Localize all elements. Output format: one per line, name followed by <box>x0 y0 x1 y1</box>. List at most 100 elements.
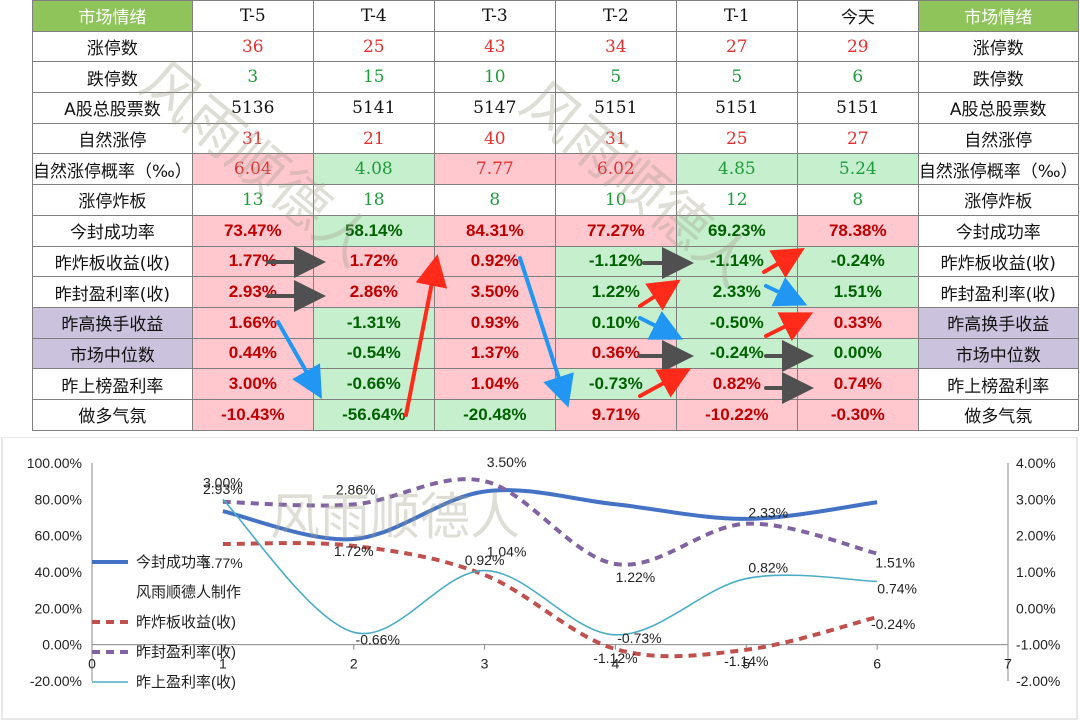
data-cell[interactable]: 5141 <box>312 92 435 124</box>
data-cell[interactable]: -56.64% <box>312 398 435 431</box>
data-cell[interactable]: 27 <box>796 122 919 155</box>
data-cell[interactable]: 0.44% <box>191 337 314 370</box>
data-cell[interactable]: 0.00% <box>796 337 919 370</box>
data-cell[interactable]: 1.51% <box>796 276 919 308</box>
data-cell[interactable]: 0.92% <box>433 245 556 278</box>
data-cell[interactable]: 31 <box>554 122 677 155</box>
data-cell[interactable]: 5151 <box>675 92 798 124</box>
data-cell[interactable]: 84.31% <box>433 214 556 247</box>
data-cell[interactable]: 0.82% <box>675 368 798 400</box>
data-cell[interactable]: 3.00% <box>191 368 314 400</box>
data-cell[interactable]: -0.24% <box>796 245 919 278</box>
data-cell[interactable]: 5 <box>554 61 677 94</box>
data-cell[interactable]: 5 <box>675 61 798 94</box>
data-cell[interactable]: 6.04 <box>191 153 314 186</box>
column-header[interactable]: T-3 <box>433 0 556 32</box>
row-label-right[interactable]: 昨高换手收益 <box>917 306 1079 339</box>
data-cell[interactable]: 15 <box>312 61 435 94</box>
data-cell[interactable]: 12 <box>675 184 798 216</box>
column-header[interactable]: T-2 <box>554 0 677 32</box>
data-cell[interactable]: 1.04% <box>433 368 556 400</box>
data-cell[interactable]: -0.54% <box>312 337 435 370</box>
row-label-right[interactable]: A股总股票数 <box>917 92 1079 124</box>
data-cell[interactable]: 4.08 <box>312 153 435 186</box>
data-cell[interactable]: -0.30% <box>796 398 919 431</box>
data-cell[interactable]: 2.93% <box>191 276 314 308</box>
row-label[interactable]: 涨停炸板 <box>32 184 193 216</box>
row-label-right[interactable]: 昨炸板收益(收) <box>917 245 1079 278</box>
data-cell[interactable]: 2.86% <box>312 276 435 308</box>
header-cell-right[interactable]: 市场情绪 <box>917 0 1079 32</box>
data-cell[interactable]: -0.50% <box>675 306 798 339</box>
row-label[interactable]: 做多气氛 <box>32 398 193 431</box>
row-label[interactable]: 自然涨停 <box>32 122 193 155</box>
data-cell[interactable]: -0.24% <box>675 337 798 370</box>
data-cell[interactable]: 36 <box>191 30 314 63</box>
row-label[interactable]: 涨停数 <box>32 30 193 63</box>
data-cell[interactable]: 58.14% <box>312 214 435 247</box>
data-cell[interactable]: -0.73% <box>554 368 677 400</box>
row-label-right[interactable]: 自然涨停概率（‰） <box>917 153 1079 186</box>
data-cell[interactable]: 13 <box>191 184 314 216</box>
data-cell[interactable]: 9.71% <box>554 398 677 431</box>
data-cell[interactable]: 21 <box>312 122 435 155</box>
column-header[interactable]: T-5 <box>191 0 314 32</box>
header-cell-left[interactable]: 市场情绪 <box>32 0 193 32</box>
data-cell[interactable]: 25 <box>675 122 798 155</box>
row-label[interactable]: 昨封盈利率(收) <box>32 276 193 308</box>
data-cell[interactable]: 0.33% <box>796 306 919 339</box>
data-cell[interactable]: 0.93% <box>433 306 556 339</box>
data-cell[interactable]: 25 <box>312 30 435 63</box>
row-label[interactable]: 市场中位数 <box>32 337 193 370</box>
data-cell[interactable]: 69.23% <box>675 214 798 247</box>
data-cell[interactable]: 77.27% <box>554 214 677 247</box>
data-cell[interactable]: 31 <box>191 122 314 155</box>
row-label[interactable]: 昨高换手收益 <box>32 306 193 339</box>
data-cell[interactable]: 10 <box>433 61 556 94</box>
data-cell[interactable]: 5.24 <box>796 153 919 186</box>
row-label[interactable]: 昨炸板收益(收) <box>32 245 193 278</box>
row-label-right[interactable]: 自然涨停 <box>917 122 1079 155</box>
column-header[interactable]: 今天 <box>796 0 919 32</box>
data-cell[interactable]: 0.74% <box>796 368 919 400</box>
row-label-right[interactable]: 昨封盈利率(收) <box>917 276 1079 308</box>
data-cell[interactable]: 5151 <box>554 92 677 124</box>
data-cell[interactable]: 1.37% <box>433 337 556 370</box>
row-label-right[interactable]: 涨停数 <box>917 30 1079 63</box>
data-cell[interactable]: 1.22% <box>554 276 677 308</box>
data-cell[interactable]: 29 <box>796 30 919 63</box>
data-cell[interactable]: 0.10% <box>554 306 677 339</box>
data-cell[interactable]: 27 <box>675 30 798 63</box>
row-label-right[interactable]: 昨上榜盈利率 <box>917 368 1079 400</box>
row-label[interactable]: 今封成功率 <box>32 214 193 247</box>
data-cell[interactable]: 6.02 <box>554 153 677 186</box>
row-label-right[interactable]: 跌停数 <box>917 61 1079 94</box>
data-cell[interactable]: 40 <box>433 122 556 155</box>
data-cell[interactable]: -10.43% <box>191 398 314 431</box>
row-label[interactable]: 昨上榜盈利率 <box>32 368 193 400</box>
data-cell[interactable]: 6 <box>796 61 919 94</box>
data-cell[interactable]: 5151 <box>796 92 919 124</box>
column-header[interactable]: T-1 <box>675 0 798 32</box>
data-cell[interactable]: 78.38% <box>796 214 919 247</box>
row-label[interactable]: 跌停数 <box>32 61 193 94</box>
data-cell[interactable]: 3 <box>191 61 314 94</box>
data-cell[interactable]: 10 <box>554 184 677 216</box>
data-cell[interactable]: 43 <box>433 30 556 63</box>
column-header[interactable]: T-4 <box>312 0 435 32</box>
data-cell[interactable]: -10.22% <box>675 398 798 431</box>
data-cell[interactable]: -1.31% <box>312 306 435 339</box>
row-label-right[interactable]: 涨停炸板 <box>917 184 1079 216</box>
row-label[interactable]: A股总股票数 <box>32 92 193 124</box>
data-cell[interactable]: 4.85 <box>675 153 798 186</box>
data-cell[interactable]: -0.66% <box>312 368 435 400</box>
data-cell[interactable]: 1.77% <box>191 245 314 278</box>
data-cell[interactable]: 5147 <box>433 92 556 124</box>
data-cell[interactable]: 3.50% <box>433 276 556 308</box>
data-cell[interactable]: 5136 <box>191 92 314 124</box>
data-cell[interactable]: 7.77 <box>433 153 556 186</box>
data-cell[interactable]: 0.36% <box>554 337 677 370</box>
data-cell[interactable]: 2.33% <box>675 276 798 308</box>
data-cell[interactable]: 18 <box>312 184 435 216</box>
data-cell[interactable]: 34 <box>554 30 677 63</box>
